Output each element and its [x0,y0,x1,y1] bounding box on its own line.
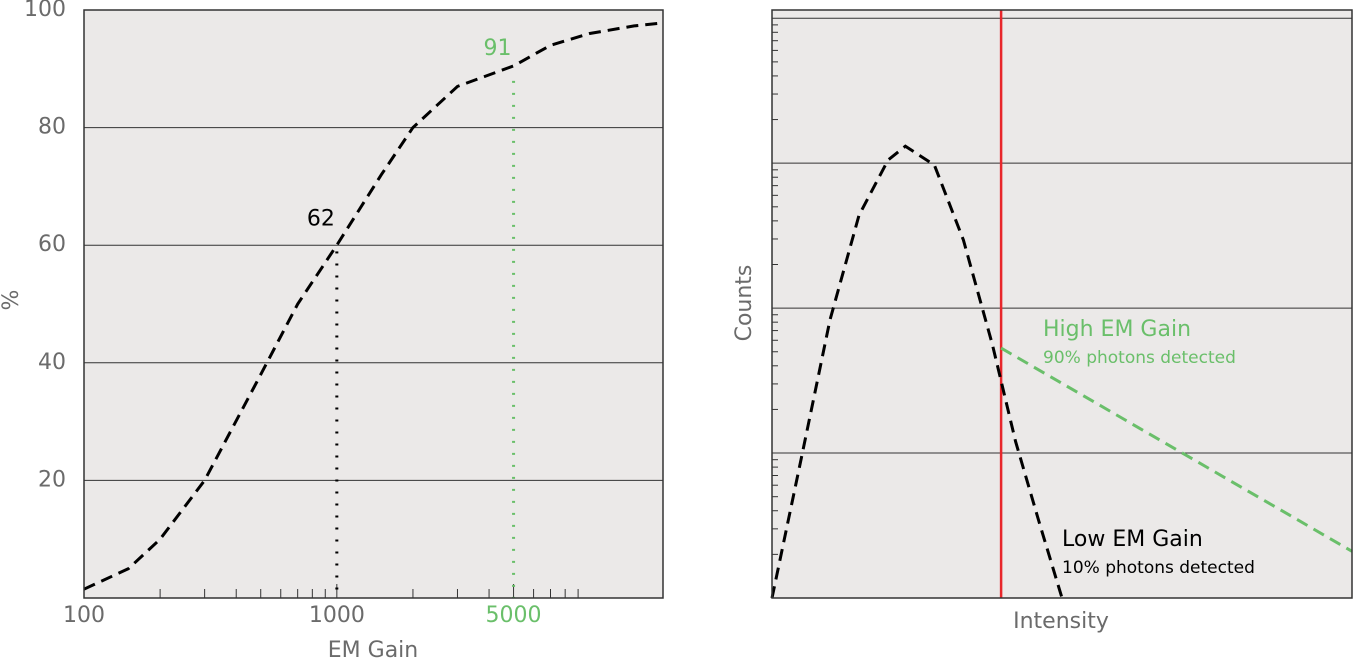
x-axis-label: Intensity [1013,609,1109,634]
y-axis-label: Counts [732,265,757,342]
x-tick-label: 1000 [309,603,365,628]
x-tick-label: 5000 [486,603,542,628]
y-tick-label: 40 [38,350,66,375]
series-note: 10% photons detected [1062,558,1255,578]
curve [83,21,664,591]
plot-area [84,10,663,598]
y-axis-label: % [0,290,24,311]
plot-frame [771,9,1353,599]
annotation: 62 [307,206,335,231]
y-tick-label: 80 [38,115,66,140]
y-tick-label: 100 [24,0,66,22]
series-label: Low EM Gain [1062,527,1203,552]
x-axis-label: EM Gain [328,638,418,661]
series-label: High EM Gain [1043,317,1191,342]
curve [1000,346,1353,553]
x-tick-label: 100 [63,603,105,628]
series-note: 90% photons detected [1043,348,1236,368]
y-tick-label: 60 [38,232,66,257]
y-tick-label: 20 [38,467,66,492]
annotation: 91 [484,36,512,61]
plot-frame [83,9,664,599]
curve [770,144,1064,599]
plot-area [772,10,1352,598]
